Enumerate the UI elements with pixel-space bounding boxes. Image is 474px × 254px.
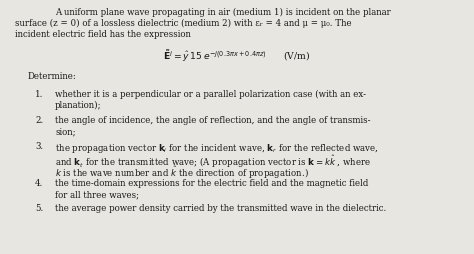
Text: 4.: 4. [35, 179, 43, 188]
Text: and $\mathbf{k}_t$ for the transmitted wave; (A propagation vector is $\mathbf{k: and $\mathbf{k}_t$ for the transmitted w… [55, 153, 371, 170]
Text: the time-domain expressions for the electric field and the magnetic field: the time-domain expressions for the elec… [55, 179, 368, 188]
Text: whether it is a perpendicular or a parallel polarization case (with an ex-: whether it is a perpendicular or a paral… [55, 90, 366, 99]
Text: $k$ is the wave number and $\hat{k}$ the direction of propagation.): $k$ is the wave number and $\hat{k}$ the… [55, 164, 309, 181]
Text: the propagation vector $\mathbf{k}_i$ for the incident wave, $\mathbf{k}_r$ for : the propagation vector $\mathbf{k}_i$ fo… [55, 142, 379, 155]
Text: sion;: sion; [55, 127, 76, 136]
Text: the average power density carried by the transmitted wave in the dielectric.: the average power density carried by the… [55, 204, 386, 213]
Text: for all three waves;: for all three waves; [55, 190, 139, 199]
Text: the angle of incidence, the angle of reflection, and the angle of transmis-: the angle of incidence, the angle of ref… [55, 116, 371, 125]
Text: 1.: 1. [35, 90, 44, 99]
Text: 5.: 5. [35, 204, 43, 213]
Text: planation);: planation); [55, 101, 101, 110]
Text: Determine:: Determine: [28, 72, 77, 81]
Text: 3.: 3. [35, 142, 43, 151]
Text: A uniform plane wave propagating in air (medium 1) is incident on the planar: A uniform plane wave propagating in air … [55, 8, 391, 17]
Text: 2.: 2. [35, 116, 43, 125]
Text: surface (z = 0) of a lossless dielectric (medium 2) with εᵣ = 4 and μ = μ₀. The: surface (z = 0) of a lossless dielectric… [15, 19, 352, 28]
Text: incident electric field has the expression: incident electric field has the expressi… [15, 30, 191, 39]
Text: $\mathbf{\tilde{E}}^{i} = \hat{y}\,15\,e^{-j(0.3\pi x + 0.4\pi z)}$$\quad\quad$(: $\mathbf{\tilde{E}}^{i} = \hat{y}\,15\,e… [163, 48, 311, 64]
